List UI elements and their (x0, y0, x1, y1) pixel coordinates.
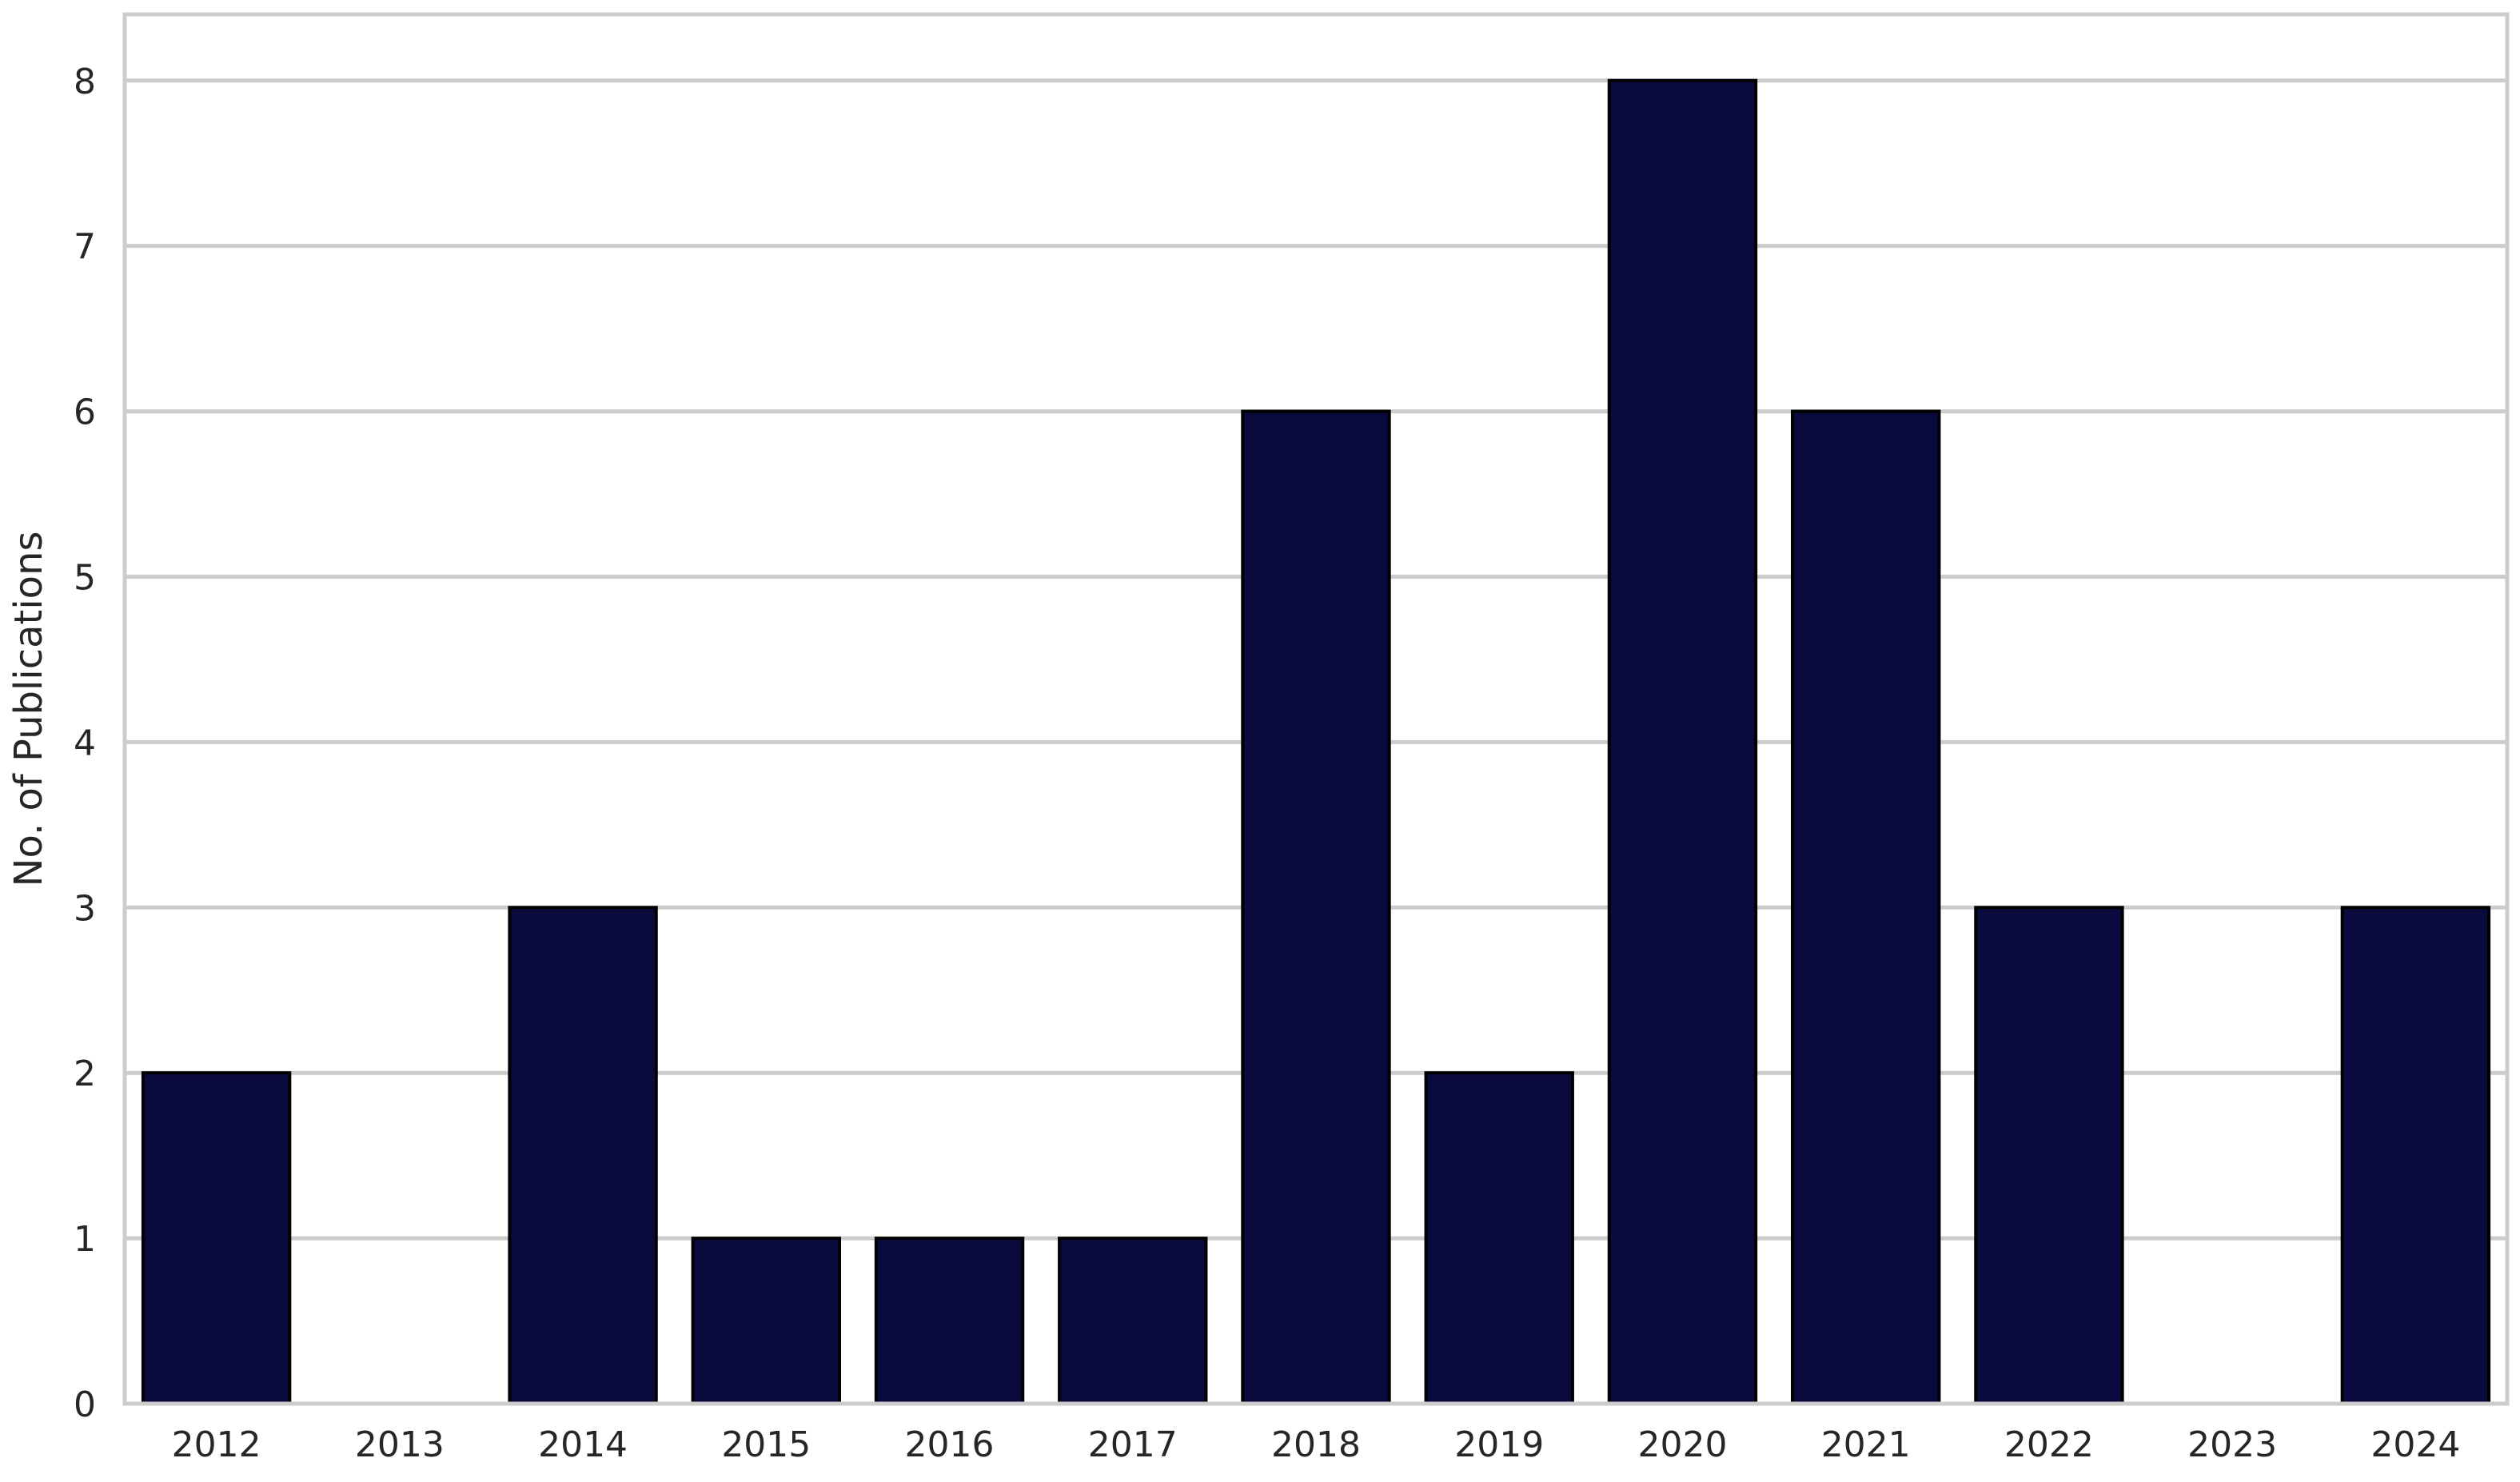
x-tick-label: 2012 (172, 1424, 261, 1465)
y-tick-label: 6 (74, 392, 96, 433)
bar-2017 (1058, 1237, 1208, 1405)
x-tick-label: 2022 (2004, 1424, 2094, 1465)
x-tick-label: 2015 (721, 1424, 811, 1465)
y-tick-label: 5 (74, 557, 96, 598)
x-tick-label: 2018 (1271, 1424, 1361, 1465)
bar-2015 (691, 1237, 841, 1405)
x-tick-label: 2016 (905, 1424, 995, 1465)
plot-frame (122, 12, 2510, 1406)
y-tick-label: 4 (74, 723, 96, 763)
y-tick-labels: 0 1 2 3 4 5 6 7 8 (74, 62, 96, 1425)
bar-2020 (1607, 78, 1758, 1405)
x-tick-label: 2014 (538, 1424, 628, 1465)
x-tick-label: 2013 (355, 1424, 445, 1465)
bar-2021 (1791, 409, 1941, 1405)
y-tick-label: 3 (74, 888, 96, 929)
y-tick-label: 1 (74, 1219, 96, 1260)
x-tick-label: 2021 (1821, 1424, 1911, 1465)
x-tick-labels: 2012 2013 2014 2015 2016 2017 2018 2019 2020 2021… (172, 1424, 2461, 1465)
bar-2018 (1241, 409, 1391, 1405)
y-tick-label: 0 (74, 1384, 96, 1425)
y-axis-label: No. of Publications (6, 532, 51, 887)
bar-2014 (508, 906, 658, 1406)
x-tick-label: 2023 (2187, 1424, 2277, 1465)
y-tick-label: 7 (74, 227, 96, 268)
x-tick-label: 2020 (1637, 1424, 1727, 1465)
x-tick-label: 2019 (1454, 1424, 1544, 1465)
bar-2016 (874, 1237, 1025, 1405)
bar-2024 (2340, 906, 2491, 1406)
bar-series (141, 78, 2491, 1406)
y-tick-label: 8 (74, 62, 96, 102)
x-tick-label: 2024 (2370, 1424, 2460, 1465)
x-tick-label: 2017 (1088, 1424, 1178, 1465)
bar-2019 (1424, 1071, 1574, 1405)
y-tick-label: 2 (74, 1054, 96, 1094)
bar-2022 (1974, 906, 2124, 1406)
bar-2012 (141, 1071, 292, 1405)
